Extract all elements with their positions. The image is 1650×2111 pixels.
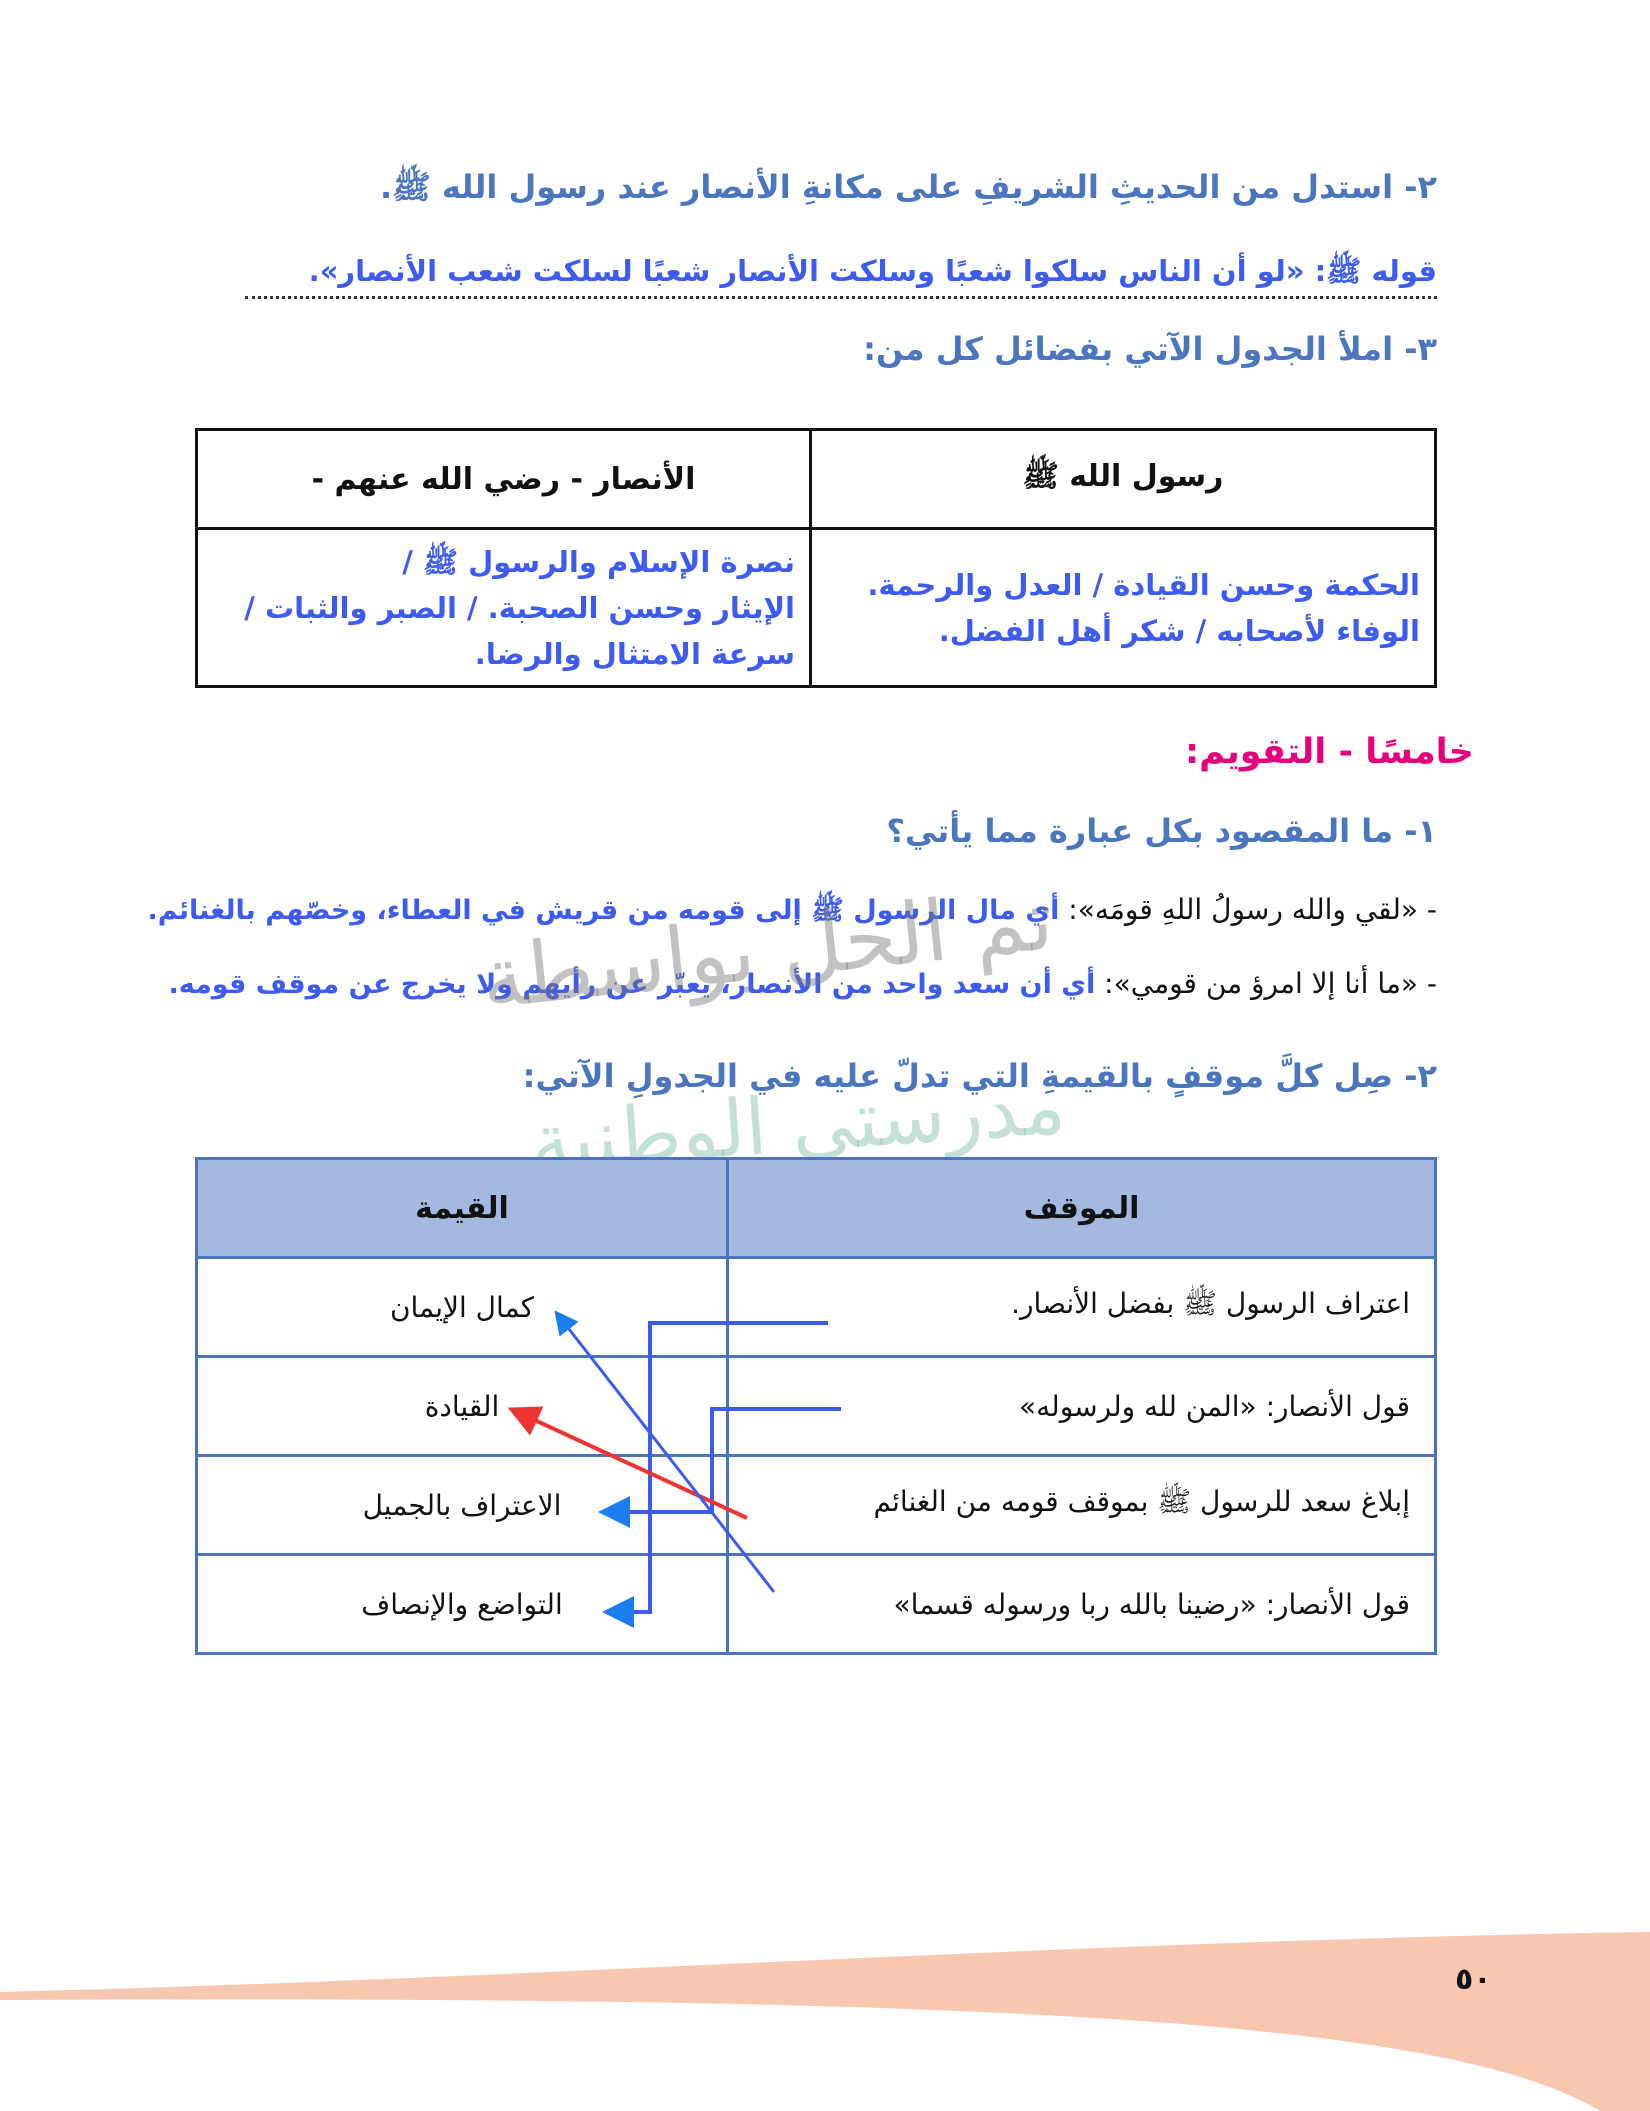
situation-cell: قول الأنصار: «رضينا بالله ربا ورسوله قسم…	[726, 1553, 1437, 1655]
virtue-line: نصرة الإسلام والرسول ﷺ /	[402, 544, 795, 579]
value-cell: التواضع والإنصاف	[195, 1553, 729, 1655]
question-2-answer: قوله ﷺ: «لو أن الناس سلكوا شعبًا وسلكت ا…	[245, 254, 1437, 299]
question-2-match: ٢- صِل كلَّ موقفٍ بالقيمةِ التي تدلّ علي…	[522, 1057, 1437, 1095]
section-title: خامسًا - التقويم:	[1185, 732, 1474, 772]
situation-cell: اعتراف الرسول ﷺ بفضل الأنصار.	[726, 1256, 1437, 1358]
match-line-2-3	[598, 1407, 841, 1528]
virtue-line: سرعة الامتثال والرضا.	[474, 636, 795, 671]
phrase: - «ما أنا إلا امرؤ من قومي»:	[1104, 967, 1437, 1000]
cell-prophet-virtues: الحكمة وحسن القيادة / العدل والرحمة. الو…	[809, 527, 1437, 688]
match-line-1-4	[602, 1321, 828, 1628]
phrase-item-1: - «لقي والله رسولُ اللهِ قومَه»: أي مال …	[147, 893, 1437, 933]
phrase-item-2: - «ما أنا إلا امرؤ من قومي»: أي أن سعد و…	[168, 967, 1437, 1000]
question-3: ٣- املأ الجدول الآتي بفضائل كل من:	[863, 330, 1437, 368]
situation-cell: قول الأنصار: «المن لله ولرسوله»	[726, 1355, 1437, 1457]
value-cell: القيادة	[195, 1355, 729, 1457]
value-cell: كمال الإيمان	[195, 1256, 729, 1358]
table-row: اعتراف الرسول ﷺ بفضل الأنصار. كمال الإيم…	[195, 1256, 1437, 1358]
phrase-answer: أي أن سعد واحد من الأنصار، يعبّر عن رأيه…	[168, 969, 1096, 1000]
header-ansar: الأنصار - رضي الله عنهم -	[195, 428, 812, 530]
virtue-line: الوفاء لأصحابه / شكر أهل الفضل.	[938, 613, 1420, 648]
virtue-line: الإيثار وحسن الصحبة. / الصبر والثبات /	[244, 590, 795, 625]
match-line-3-2	[507, 1406, 748, 1520]
page-number: ٥٠	[1455, 1962, 1492, 1997]
header-prophet: رسول الله ﷺ	[809, 428, 1437, 530]
situation-cell: إبلاغ سعد للرسول ﷺ بموقف قومه من الغنائم	[726, 1454, 1437, 1556]
header-value: القيمة	[195, 1157, 729, 1259]
question-1: ١- ما المقصود بكل عبارة مما يأتي؟	[886, 812, 1437, 850]
table-row: قول الأنصار: «رضينا بالله ربا ورسوله قسم…	[195, 1553, 1437, 1655]
table-row: قول الأنصار: «المن لله ولرسوله» القيادة	[195, 1355, 1437, 1457]
phrase-answer: أي مال الرسول ﷺ إلى قومه من قريش في العط…	[147, 895, 1060, 926]
matching-table: الموقف القيمة اعتراف الرسول ﷺ بفضل الأنص…	[195, 1157, 1437, 1655]
header-situation: الموقف	[726, 1157, 1437, 1259]
match-line-4-1	[554, 1310, 776, 1593]
virtues-table: رسول الله ﷺ الأنصار - رضي الله عنهم - ال…	[195, 428, 1437, 688]
table-row: إبلاغ سعد للرسول ﷺ بموقف قومه من الغنائم…	[195, 1454, 1437, 1556]
question-2: ٢- استدل من الحديثِ الشريفِ على مكانةِ ا…	[379, 168, 1437, 206]
virtue-line: الحكمة وحسن القيادة / العدل والرحمة.	[867, 567, 1420, 602]
phrase: - «لقي والله رسولُ اللهِ قومَه»:	[1068, 893, 1437, 926]
cell-ansar-virtues: نصرة الإسلام والرسول ﷺ / الإيثار وحسن ال…	[195, 527, 812, 688]
value-cell: الاعتراف بالجميل	[195, 1454, 729, 1556]
footer-wave	[0, 1932, 1650, 2111]
